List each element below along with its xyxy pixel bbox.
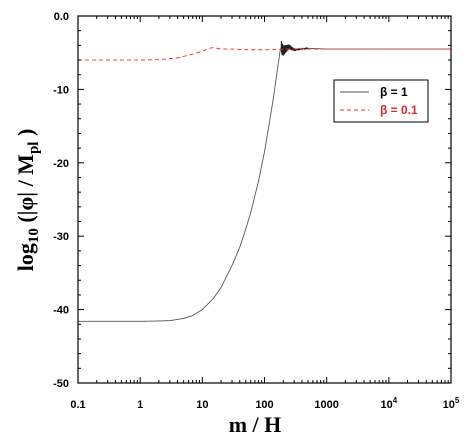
y-tick-label: 0.0 bbox=[54, 11, 69, 23]
y-tick-labels: 0.0 -10 -20 -30 -40 -50 bbox=[53, 11, 69, 390]
x-tick-label: 105 bbox=[443, 396, 460, 411]
legend-box bbox=[333, 79, 429, 123]
x-axis-label: m / H bbox=[229, 412, 282, 437]
y-tick-label: -40 bbox=[53, 305, 69, 317]
x-tick-label: 0.1 bbox=[70, 399, 85, 411]
legend-entry-beta-0-1: β = 0.1 bbox=[380, 103, 418, 117]
series-oscillation-0 bbox=[280, 40, 309, 57]
x-tick-label: 100 bbox=[255, 399, 273, 411]
x-tick-label: 1 bbox=[137, 399, 143, 411]
y-tick-label: -50 bbox=[53, 378, 69, 390]
series-line-0 bbox=[78, 46, 451, 322]
plot-frame bbox=[77, 15, 452, 384]
x-tick-label: 104 bbox=[380, 396, 397, 411]
x-tick-label: 1000 bbox=[314, 399, 338, 411]
x-tick-label: 10 bbox=[196, 399, 208, 411]
x-tick-labels: 0.1 1 10 100 1000 104 105 bbox=[70, 396, 460, 411]
legend-entry-beta-1: β = 1 bbox=[380, 85, 408, 99]
y-tick-label: -10 bbox=[53, 84, 69, 96]
plot-lines bbox=[78, 40, 451, 322]
axis-ticks bbox=[77, 15, 452, 384]
legend: β = 1 β = 0.1 bbox=[333, 79, 429, 123]
y-axis-label: log10 (|φ| / Mpl ) bbox=[13, 129, 42, 272]
y-tick-label: -30 bbox=[53, 231, 69, 243]
series-line-1 bbox=[78, 47, 451, 61]
y-tick-label: -20 bbox=[53, 158, 69, 170]
